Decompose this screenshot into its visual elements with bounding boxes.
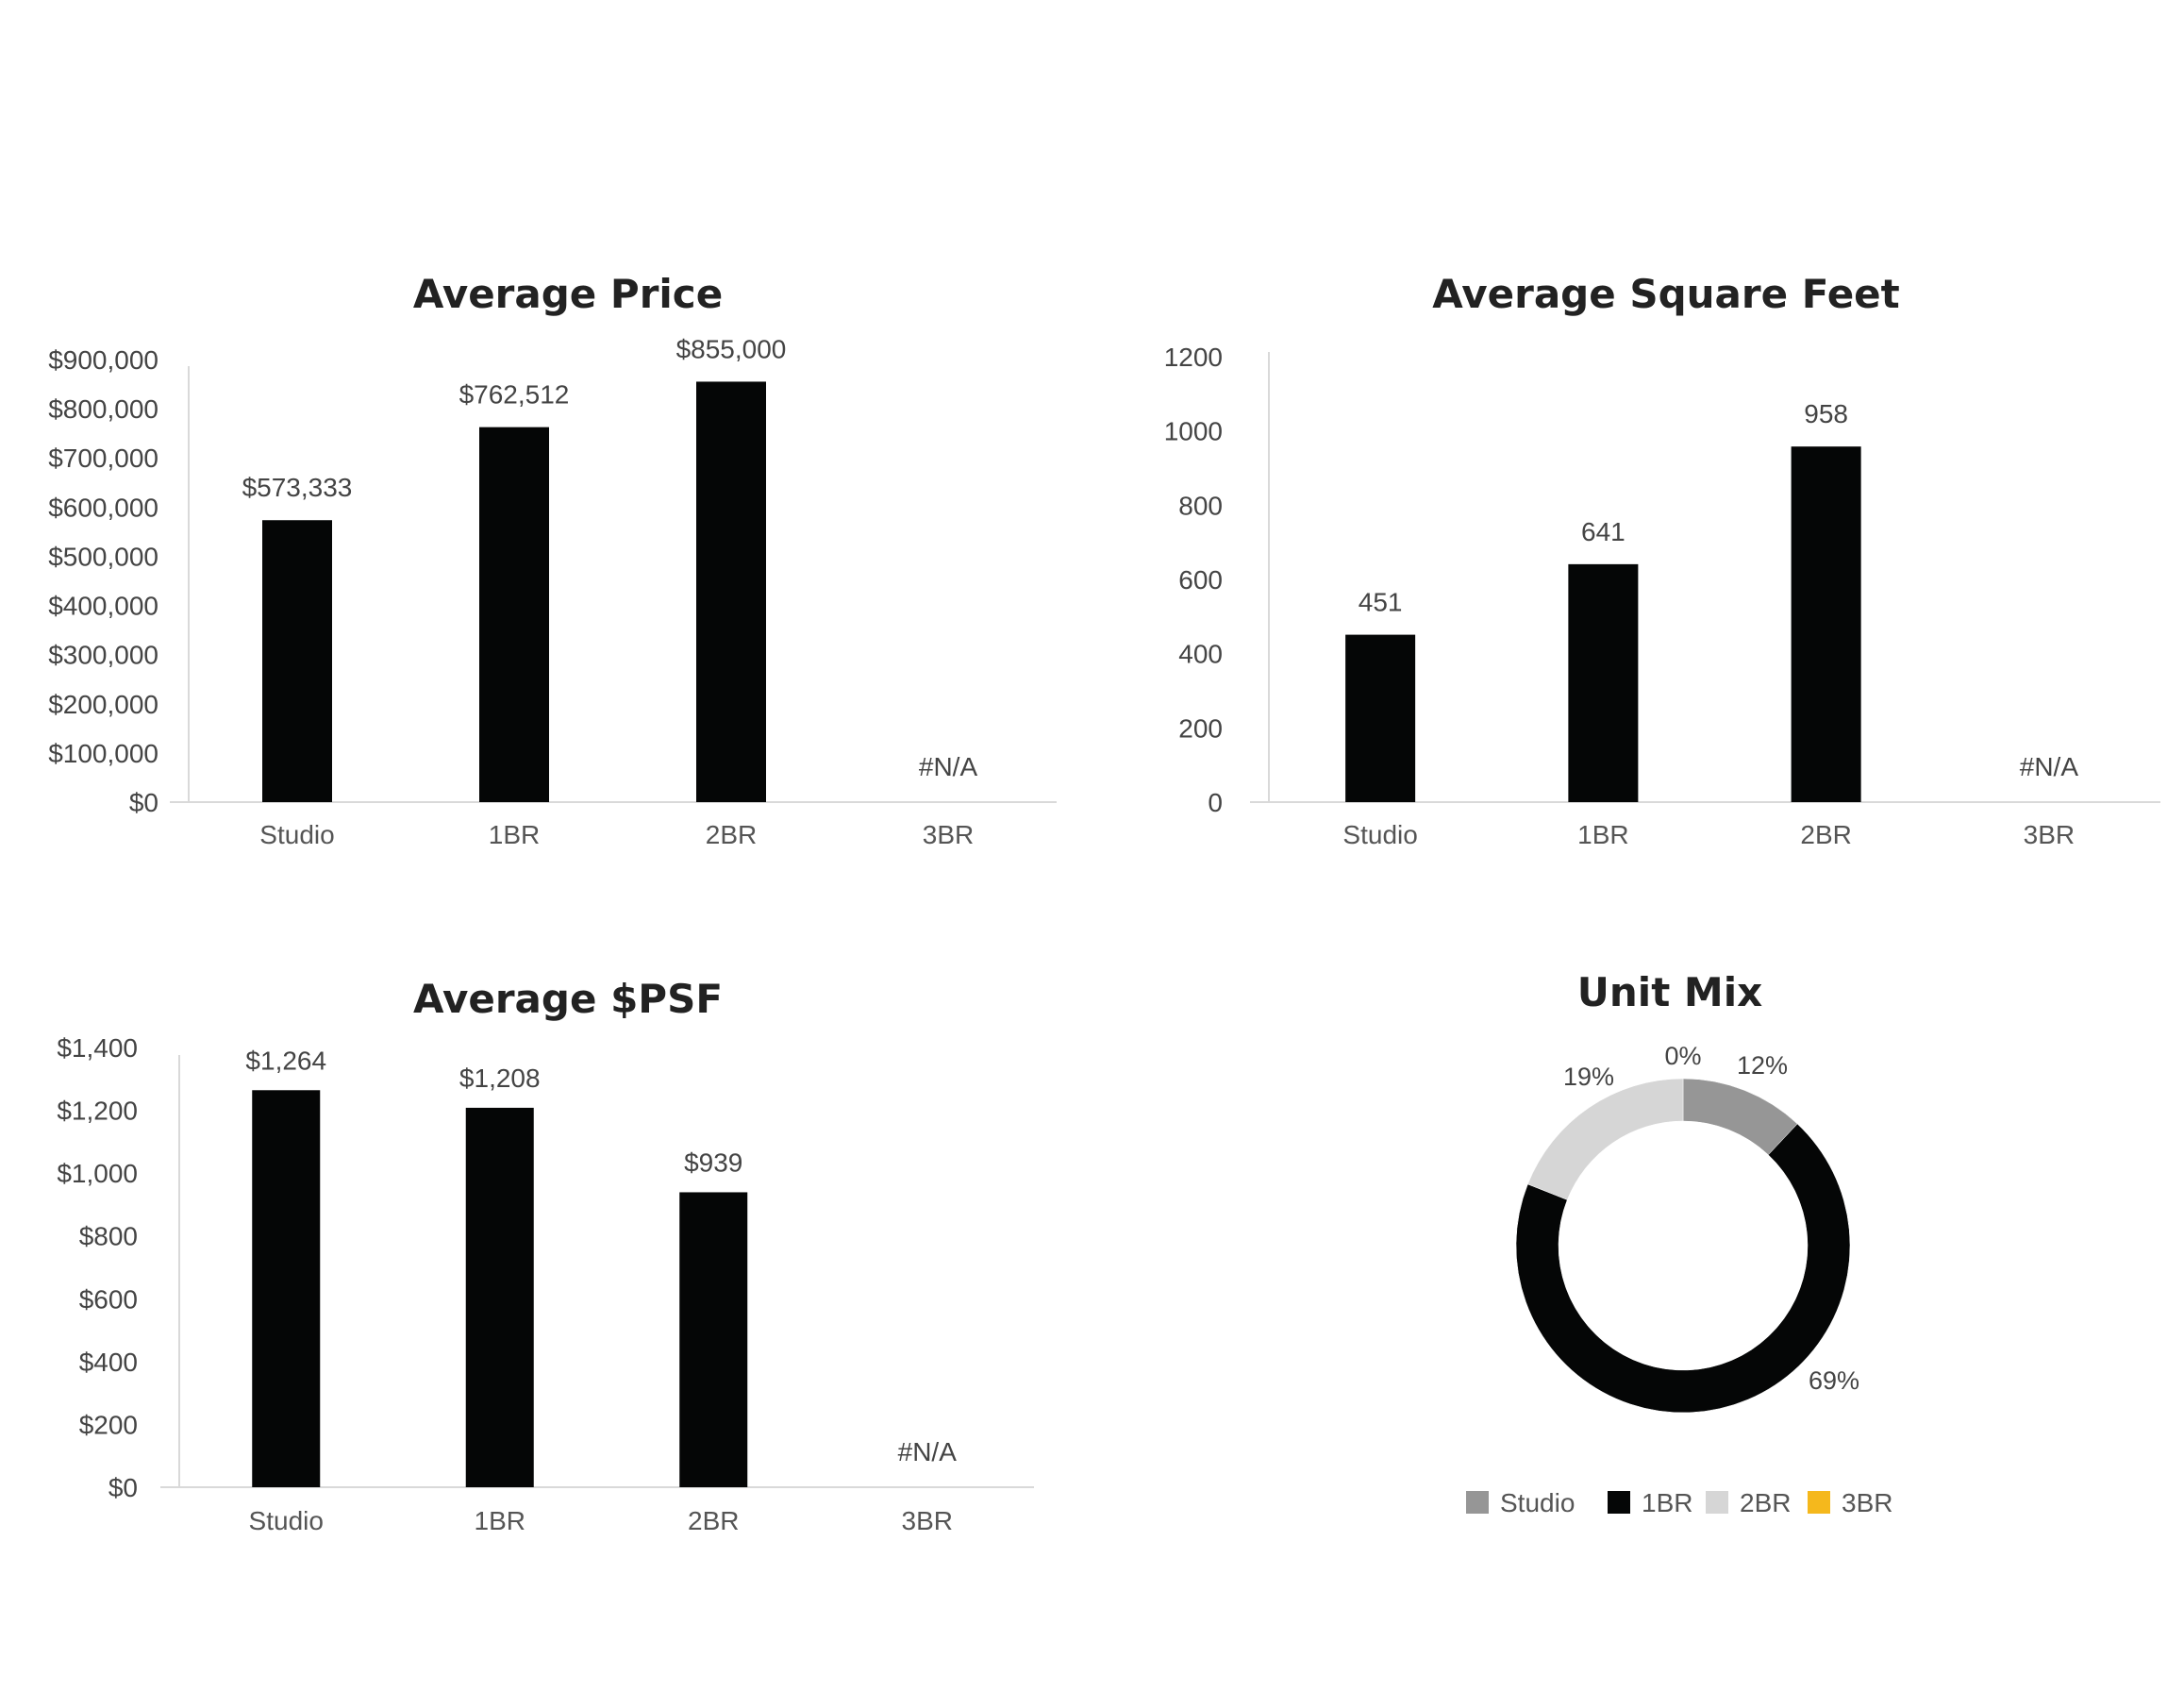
bar-1br <box>479 427 549 802</box>
bar-1br <box>1568 563 1639 802</box>
data-label-studio: 451 <box>1359 588 1403 617</box>
category-label-1br: 1BR <box>1577 820 1628 849</box>
y-tick-label: $800 <box>79 1222 138 1251</box>
y-tick-label: 800 <box>1178 491 1223 520</box>
legend-swatch-2br <box>1706 1491 1728 1514</box>
data-label-3br: #N/A <box>919 752 978 781</box>
slice-label-studio: 12% <box>1737 1051 1788 1080</box>
legend: Studio 1BR 2BR 3BR <box>1466 1488 1892 1517</box>
data-label-3br: #N/A <box>2020 752 2079 781</box>
bar-2br <box>696 381 766 802</box>
slice-2br <box>1527 1078 1684 1200</box>
y-tick-label: $200,000 <box>48 690 158 719</box>
bar-studio <box>252 1090 321 1487</box>
y-tick-label: 0 <box>1208 788 1223 817</box>
y-tick-label: $300,000 <box>48 641 158 670</box>
y-tick-label: $200 <box>79 1410 138 1439</box>
bar-studio <box>262 520 332 802</box>
legend-swatch-1br <box>1608 1491 1630 1514</box>
data-label-2br: $939 <box>684 1148 742 1177</box>
legend-swatch-3br <box>1808 1491 1830 1514</box>
y-tick-label: 200 <box>1178 713 1223 743</box>
data-label-2br: 958 <box>1804 399 1848 428</box>
y-tick-label: 400 <box>1178 640 1223 669</box>
y-tick-label: $0 <box>108 1473 138 1502</box>
y-tick-label: $500,000 <box>48 542 158 571</box>
category-label-3br: 3BR <box>2024 820 2075 849</box>
bar-1br <box>465 1107 534 1487</box>
y-tick-label: 1000 <box>1164 417 1223 446</box>
legend-swatch-studio <box>1466 1491 1489 1514</box>
category-label-2br: 2BR <box>706 820 757 849</box>
y-tick-label: $0 <box>129 788 158 817</box>
bar-studio <box>1345 634 1416 802</box>
y-tick-label: 600 <box>1178 565 1223 595</box>
slice-label-1br: 69% <box>1809 1366 1859 1395</box>
y-tick-label: $100,000 <box>48 739 158 768</box>
legend-label-studio: Studio <box>1500 1488 1575 1517</box>
legend-label-3br: 3BR <box>1842 1488 1892 1517</box>
data-label-1br: $762,512 <box>459 380 570 410</box>
category-label-studio: Studio <box>1342 820 1417 849</box>
unit-mix-chart: Unit Mix 12% 69% 19% 0% Studio 1BR 2BR 3BR <box>1466 969 1892 1517</box>
data-label-1br: $1,208 <box>459 1064 541 1093</box>
slice-label-2br: 19% <box>1563 1063 1614 1091</box>
category-label-1br: 1BR <box>475 1506 525 1535</box>
category-label-3br: 3BR <box>902 1506 953 1535</box>
chart-title: Average $PSF <box>413 976 723 1022</box>
slice-label-3br: 0% <box>1664 1042 1701 1070</box>
data-label-studio: $1,264 <box>245 1046 326 1075</box>
bar-2br <box>1791 446 1861 802</box>
chart-title: Average Square Feet <box>1432 271 1900 317</box>
legend-label-1br: 1BR <box>1642 1488 1692 1517</box>
y-tick-label: $600 <box>79 1284 138 1314</box>
bar-2br <box>679 1192 748 1487</box>
category-label-2br: 2BR <box>688 1506 739 1535</box>
y-tick-label: $700,000 <box>48 444 158 473</box>
y-tick-label: $800,000 <box>48 394 158 424</box>
y-tick-label: $1,200 <box>57 1097 138 1126</box>
y-tick-label: 1200 <box>1164 343 1223 372</box>
y-tick-label: $900,000 <box>48 345 158 375</box>
data-label-studio: $573,333 <box>242 473 353 502</box>
y-tick-label: $1,000 <box>57 1159 138 1188</box>
y-tick-label: $600,000 <box>48 493 158 522</box>
category-label-3br: 3BR <box>923 820 974 849</box>
chart-title: Average Price <box>413 271 723 317</box>
average-square-feet-chart: Average Square Feet 0 200 400 600 800 1000 1200… <box>1164 271 2160 849</box>
category-label-1br: 1BR <box>489 820 540 849</box>
slice-1br <box>1515 1123 1851 1414</box>
y-tick-label: $1,400 <box>57 1033 138 1063</box>
legend-label-2br: 2BR <box>1740 1488 1791 1517</box>
data-label-3br: #N/A <box>898 1437 958 1466</box>
chart-title: Unit Mix <box>1577 969 1762 1015</box>
category-label-studio: Studio <box>259 820 334 849</box>
data-label-2br: $855,000 <box>676 334 787 363</box>
data-label-1br: 641 <box>1581 517 1625 546</box>
average-psf-chart: Average $PSF $0 $200 $400 $600 $800 $1,000 $1,2… <box>57 976 1034 1535</box>
average-price-chart: Average Price $0 $100,000 $200,000 $300,000 $… <box>48 271 1057 849</box>
category-label-2br: 2BR <box>1800 820 1851 849</box>
y-tick-label: $400 <box>79 1348 138 1377</box>
category-label-studio: Studio <box>249 1506 324 1535</box>
y-tick-label: $400,000 <box>48 592 158 621</box>
